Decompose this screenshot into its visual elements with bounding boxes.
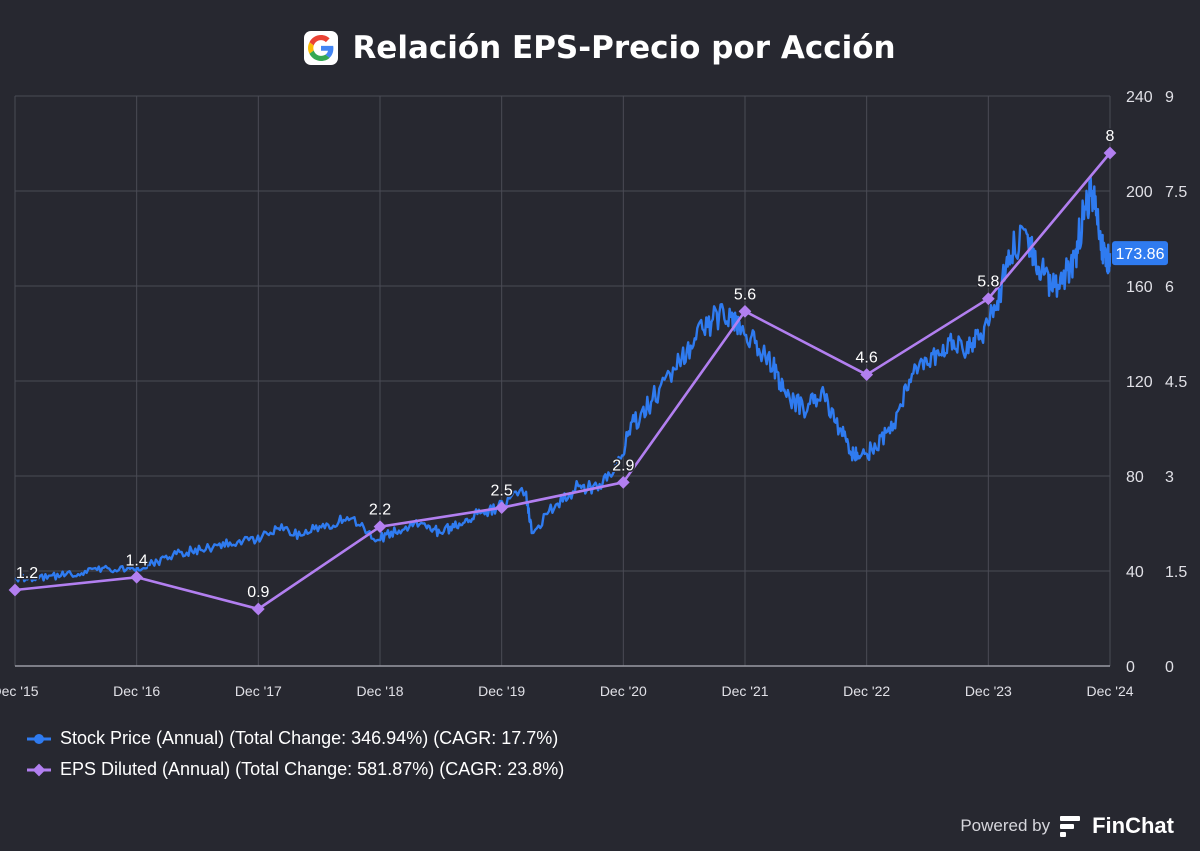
legend-label-eps-diluted: EPS Diluted (Annual) (Total Change: 581.…: [60, 759, 565, 779]
eps-data-label: 0.9: [247, 584, 269, 601]
powered-by-footer: Powered by FinChat: [960, 813, 1174, 839]
x-tick-Dec-17: Dec '17: [235, 683, 282, 699]
y-tick-right-4.5: 4.5: [1165, 374, 1187, 391]
powered-by-text: Powered by: [960, 816, 1051, 835]
x-tick-Dec-20: Dec '20: [600, 683, 647, 699]
x-tick-Dec-18: Dec '18: [356, 683, 403, 699]
legend-marker-eps-diluted-icon: [27, 763, 51, 776]
x-tick-Dec-21: Dec '21: [721, 683, 768, 699]
y-tick-left-200: 200: [1126, 184, 1153, 201]
x-tick-Dec-23: Dec '23: [965, 683, 1012, 699]
x-tick-Dec-15: Dec '15: [0, 683, 39, 699]
y-tick-right-3: 3: [1165, 469, 1174, 486]
finchat-logo-icon: [1060, 816, 1081, 837]
legend-item-stock-price[interactable]: Stock Price (Annual) (Total Change: 346.…: [26, 728, 564, 749]
eps-data-label: 1.4: [126, 552, 148, 569]
eps-point-Dec-16: [130, 570, 144, 584]
eps-diluted-line: [14, 152, 1111, 611]
eps-data-label: 2.5: [491, 483, 513, 500]
eps-data-label: 8: [1106, 128, 1115, 145]
eps-point-Dec-17: [251, 602, 265, 616]
x-tick-Dec-16: Dec '16: [113, 683, 160, 699]
eps-point-Dec-20: [616, 475, 630, 489]
eps-data-label: 2.2: [369, 502, 391, 519]
eps-point-Dec-21: [738, 304, 752, 318]
y-tick-right-6: 6: [1165, 279, 1174, 296]
y-tick-left-160: 160: [1126, 279, 1153, 296]
legend-item-eps-diluted[interactable]: EPS Diluted (Annual) (Total Change: 581.…: [26, 759, 564, 780]
chart-header: Relación EPS-Precio por Acción: [0, 24, 1200, 72]
x-tick-Dec-24: Dec '24: [1086, 683, 1133, 699]
eps-data-label: 2.9: [612, 457, 634, 474]
x-tick-Dec-19: Dec '19: [478, 683, 525, 699]
eps-data-label: 5.8: [977, 274, 999, 291]
eps-data-label: 4.6: [856, 350, 878, 367]
y-tick-left-240: 240: [1126, 89, 1153, 106]
y-tick-right-0: 0: [1165, 659, 1174, 676]
y-tick-right-1.5: 1.5: [1165, 564, 1187, 581]
google-g-icon: [304, 31, 339, 65]
y-tick-left-40: 40: [1126, 564, 1144, 581]
eps-point-Dec-22: [860, 368, 874, 382]
eps-data-label: 5.6: [734, 286, 756, 303]
y-tick-right-7.5: 7.5: [1165, 184, 1187, 201]
eps-data-label: 1.2: [16, 565, 38, 582]
chart-legend: Stock Price (Annual) (Total Change: 346.…: [26, 728, 564, 780]
x-tick-Dec-22: Dec '22: [843, 683, 890, 699]
last-price-badge: [1112, 241, 1168, 266]
y-tick-right-9: 9: [1165, 89, 1174, 106]
legend-marker-stock-price-icon: [27, 733, 51, 744]
last-price-label: 173.86: [1116, 246, 1165, 263]
y-tick-left-0: 0: [1126, 659, 1135, 676]
y-tick-left-80: 80: [1126, 469, 1144, 486]
eps-point-Dec-15: [8, 583, 22, 597]
legend-label-stock-price: Stock Price (Annual) (Total Change: 346.…: [60, 728, 559, 748]
chart-title: Relación EPS-Precio por Acción: [352, 30, 896, 66]
eps-point-Dec-23: [981, 292, 995, 306]
eps-point-Dec-19: [495, 501, 509, 515]
y-tick-left-120: 120: [1126, 374, 1153, 391]
finchat-brand[interactable]: FinChat: [1092, 813, 1174, 838]
stock-price-line: [14, 176, 1112, 583]
